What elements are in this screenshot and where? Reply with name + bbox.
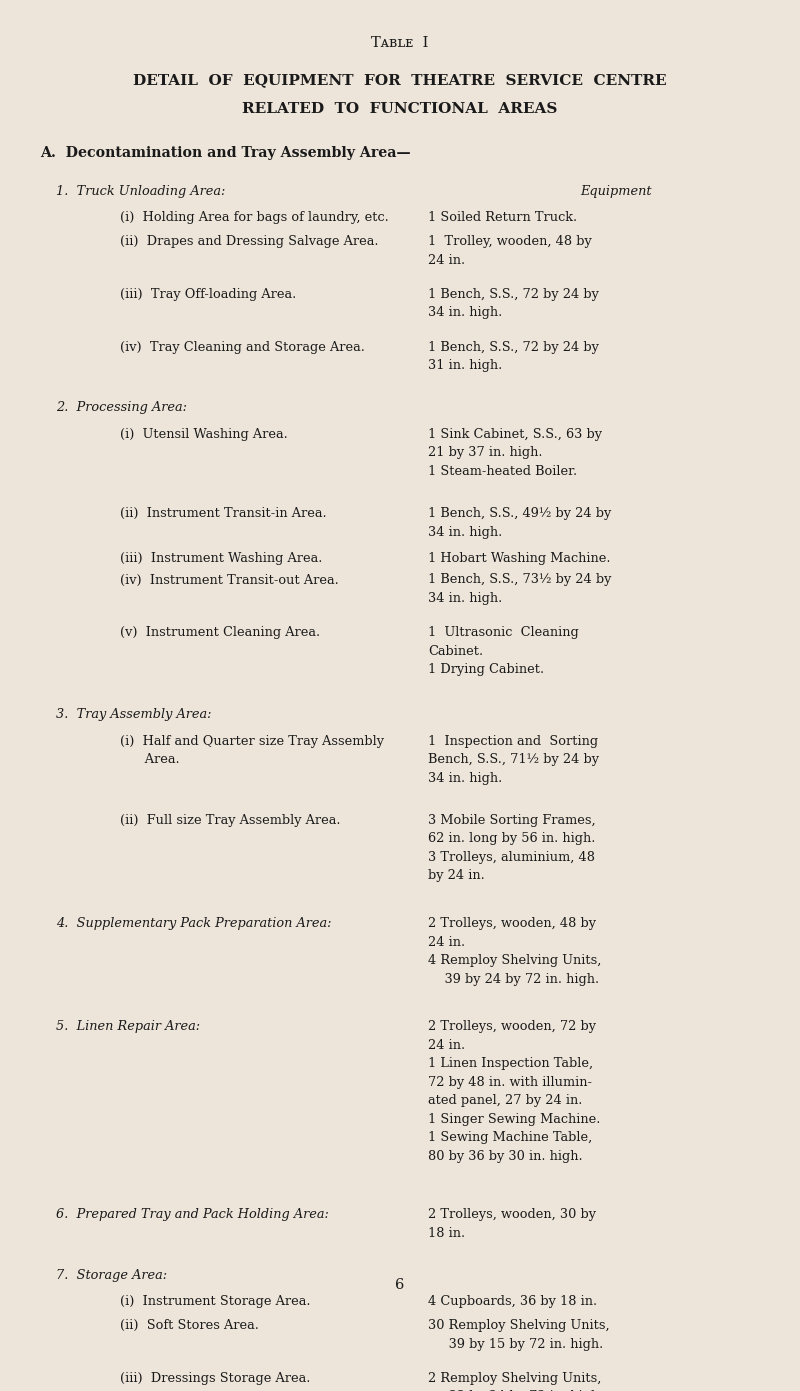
Text: 4.  Supplementary Pack Preparation Area:: 4. Supplementary Pack Preparation Area: bbox=[56, 917, 331, 931]
Text: (iv)  Instrument Transit-out Area.: (iv) Instrument Transit-out Area. bbox=[120, 573, 338, 587]
Text: 3.  Tray Assembly Area:: 3. Tray Assembly Area: bbox=[56, 708, 211, 721]
Text: (i)  Holding Area for bags of laundry, etc.: (i) Holding Area for bags of laundry, et… bbox=[120, 211, 389, 224]
Text: 1 Hobart Washing Machine.: 1 Hobart Washing Machine. bbox=[428, 552, 610, 565]
Text: (iii)  Instrument Washing Area.: (iii) Instrument Washing Area. bbox=[120, 552, 322, 565]
Text: 5.  Linen Repair Area:: 5. Linen Repair Area: bbox=[56, 1020, 200, 1034]
Text: 1 Soiled Return Truck.: 1 Soiled Return Truck. bbox=[428, 211, 577, 224]
Text: 7.  Storage Area:: 7. Storage Area: bbox=[56, 1269, 167, 1283]
Text: 2 Trolleys, wooden, 72 by
24 in.
1 Linen Inspection Table,
72 by 48 in. with ill: 2 Trolleys, wooden, 72 by 24 in. 1 Linen… bbox=[428, 1020, 600, 1163]
Text: 3 Mobile Sorting Frames,
62 in. long by 56 in. high.
3 Trolleys, aluminium, 48
b: 3 Mobile Sorting Frames, 62 in. long by … bbox=[428, 814, 596, 882]
Text: 6.  Prepared Tray and Pack Holding Area:: 6. Prepared Tray and Pack Holding Area: bbox=[56, 1209, 329, 1221]
Text: (ii)  Instrument Transit-in Area.: (ii) Instrument Transit-in Area. bbox=[120, 508, 326, 520]
Text: (i)  Utensil Washing Area.: (i) Utensil Washing Area. bbox=[120, 428, 288, 441]
Text: 2.  Processing Area:: 2. Processing Area: bbox=[56, 402, 187, 415]
Text: 4 Cupboards, 36 by 18 in.: 4 Cupboards, 36 by 18 in. bbox=[428, 1295, 597, 1309]
Text: Equipment: Equipment bbox=[580, 185, 652, 198]
Text: 30 Remploy Shelving Units,
     39 by 15 by 72 in. high.: 30 Remploy Shelving Units, 39 by 15 by 7… bbox=[428, 1319, 610, 1351]
Text: A.  Decontamination and Tray Assembly Area—: A. Decontamination and Tray Assembly Are… bbox=[40, 146, 410, 160]
Text: 1 Bench, S.S., 49½ by 24 by
34 in. high.: 1 Bench, S.S., 49½ by 24 by 34 in. high. bbox=[428, 508, 611, 538]
Text: 2 Remploy Shelving Units,
     32 by 24 by 72 in. high.: 2 Remploy Shelving Units, 32 by 24 by 72… bbox=[428, 1372, 603, 1391]
Text: (ii)  Soft Stores Area.: (ii) Soft Stores Area. bbox=[120, 1319, 259, 1333]
Text: (iv)  Tray Cleaning and Storage Area.: (iv) Tray Cleaning and Storage Area. bbox=[120, 341, 365, 353]
Text: (v)  Instrument Cleaning Area.: (v) Instrument Cleaning Area. bbox=[120, 626, 320, 640]
Text: 1 Sink Cabinet, S.S., 63 by
21 by 37 in. high.
1 Steam-heated Boiler.: 1 Sink Cabinet, S.S., 63 by 21 by 37 in.… bbox=[428, 428, 602, 479]
Text: 1 Bench, S.S., 72 by 24 by
31 in. high.: 1 Bench, S.S., 72 by 24 by 31 in. high. bbox=[428, 341, 599, 373]
Text: 6: 6 bbox=[395, 1278, 405, 1292]
Text: DETAIL  OF  EQUIPMENT  FOR  THEATRE  SERVICE  CENTRE: DETAIL OF EQUIPMENT FOR THEATRE SERVICE … bbox=[133, 72, 667, 86]
Text: 2 Trolleys, wooden, 48 by
24 in.
4 Remploy Shelving Units,
    39 by 24 by 72 in: 2 Trolleys, wooden, 48 by 24 in. 4 Rempl… bbox=[428, 917, 602, 986]
Text: (iii)  Tray Off-loading Area.: (iii) Tray Off-loading Area. bbox=[120, 288, 296, 300]
Text: RELATED  TO  FUNCTIONAL  AREAS: RELATED TO FUNCTIONAL AREAS bbox=[242, 102, 558, 115]
Text: 1 Bench, S.S., 73½ by 24 by
34 in. high.: 1 Bench, S.S., 73½ by 24 by 34 in. high. bbox=[428, 573, 611, 605]
Text: 1  Inspection and  Sorting
Bench, S.S., 71½ by 24 by
34 in. high.: 1 Inspection and Sorting Bench, S.S., 71… bbox=[428, 734, 599, 785]
Text: 1  Ultrasonic  Cleaning
Cabinet.
1 Drying Cabinet.: 1 Ultrasonic Cleaning Cabinet. 1 Drying … bbox=[428, 626, 578, 676]
Text: (i)  Half and Quarter size Tray Assembly
      Area.: (i) Half and Quarter size Tray Assembly … bbox=[120, 734, 384, 766]
Text: 1  Trolley, wooden, 48 by
24 in.: 1 Trolley, wooden, 48 by 24 in. bbox=[428, 235, 592, 267]
Text: (i)  Instrument Storage Area.: (i) Instrument Storage Area. bbox=[120, 1295, 310, 1309]
Text: 1 Bench, S.S., 72 by 24 by
34 in. high.: 1 Bench, S.S., 72 by 24 by 34 in. high. bbox=[428, 288, 599, 320]
Text: (ii)  Drapes and Dressing Salvage Area.: (ii) Drapes and Dressing Salvage Area. bbox=[120, 235, 378, 248]
Text: 1.  Truck Unloading Area:: 1. Truck Unloading Area: bbox=[56, 185, 226, 198]
Text: Tᴀʙʟᴇ  I: Tᴀʙʟᴇ I bbox=[371, 36, 429, 50]
Text: 2 Trolleys, wooden, 30 by
18 in.: 2 Trolleys, wooden, 30 by 18 in. bbox=[428, 1209, 596, 1239]
Text: (ii)  Full size Tray Assembly Area.: (ii) Full size Tray Assembly Area. bbox=[120, 814, 341, 826]
Text: (iii)  Dressings Storage Area.: (iii) Dressings Storage Area. bbox=[120, 1372, 310, 1385]
